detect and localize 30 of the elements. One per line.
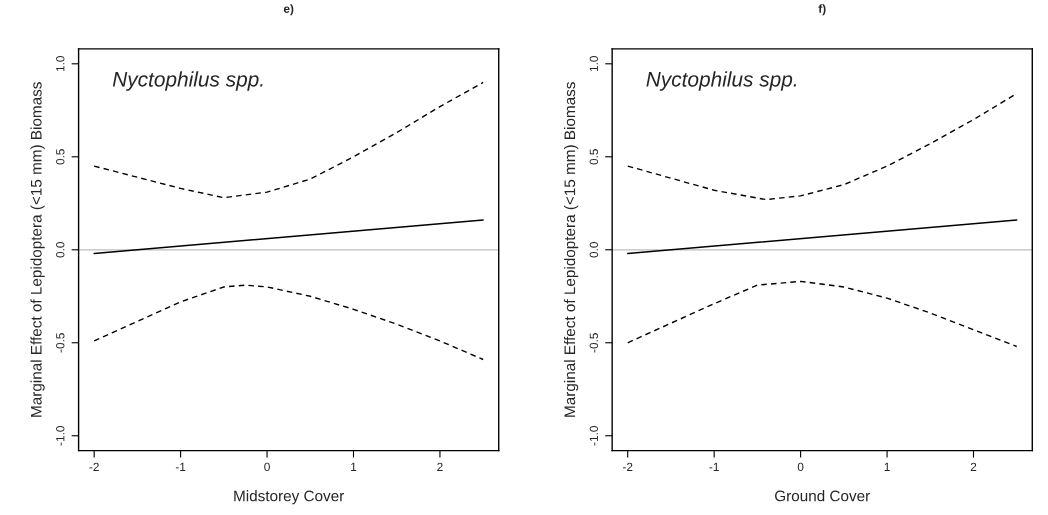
x-tick-label: -1: [709, 462, 719, 471]
chart-title: f): [818, 4, 826, 16]
line-series: [93, 284, 484, 361]
y-axis-title: Marginal Effect of Lepidoptera (<15 mm) Biomass: [563, 82, 579, 417]
line-series: [627, 280, 1018, 348]
chart-title: e): [283, 4, 294, 16]
y-tick-label: 0.0: [589, 242, 599, 258]
annotation: Nyctophilus spp.: [112, 71, 263, 91]
annotation: Nyctophilus spp.: [646, 71, 797, 91]
x-tick-label: 0: [797, 462, 804, 472]
y-tick-label: -1.0: [589, 426, 599, 446]
x-axis-title: Midstorey Cover: [234, 490, 345, 505]
y-tick-label: 1.0: [56, 56, 65, 72]
x-tick-label: -2: [89, 462, 99, 471]
y-tick-label: 1.0: [589, 56, 599, 72]
y-tick-label: 0.5: [56, 149, 65, 165]
x-tick-label: 1: [351, 462, 357, 471]
x-tick-label: -2: [622, 462, 633, 471]
y-tick-label: -1.0: [56, 426, 65, 446]
x-tick-label: 0: [264, 462, 270, 472]
y-tick-label: 0.5: [589, 149, 599, 165]
x-axis-title: Ground Cover: [775, 490, 870, 502]
y-tick-label: -0.5: [56, 333, 65, 353]
y-tick-label: -0.5: [589, 333, 599, 353]
y-tick-label: 0.0: [56, 242, 65, 258]
y-axis-title: Marginal Effect of Lepidoptera (<15 mm) Biomass: [30, 82, 45, 417]
x-tick-label: -1: [175, 462, 186, 471]
x-tick-label: 2: [970, 462, 977, 471]
x-tick-label: 2: [437, 462, 443, 471]
x-tick-label: 1: [884, 462, 890, 471]
